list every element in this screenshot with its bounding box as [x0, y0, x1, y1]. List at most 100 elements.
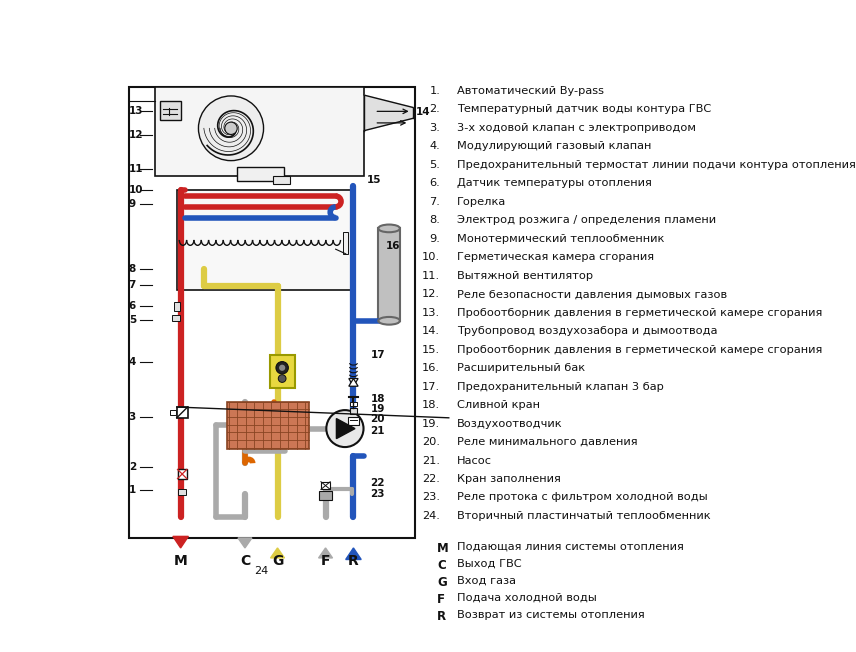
Bar: [348, 417, 359, 424]
Text: C: C: [437, 559, 446, 572]
Text: 18: 18: [371, 394, 385, 404]
Circle shape: [326, 410, 364, 447]
Text: 6.: 6.: [430, 179, 440, 188]
Text: Предохранительный термостат линии подачи контура отопления: Предохранительный термостат линии подачи…: [457, 160, 856, 170]
Bar: [178, 490, 186, 495]
Bar: [237, 167, 283, 181]
Text: 19: 19: [371, 404, 385, 414]
Bar: [349, 408, 357, 414]
Text: F: F: [321, 554, 330, 568]
Text: 17.: 17.: [422, 381, 440, 392]
Circle shape: [279, 364, 285, 371]
Text: 22: 22: [371, 479, 385, 488]
Text: Автоматический By-pass: Автоматический By-pass: [457, 86, 604, 96]
Text: 12.: 12.: [422, 289, 440, 299]
Text: Расширительный бак: Расширительный бак: [457, 363, 586, 373]
Text: Воздухоотводчик: Воздухоотводчик: [457, 419, 563, 428]
Bar: [270, 355, 294, 388]
Text: Реле протока с фильтром холодной воды: Реле протока с фильтром холодной воды: [457, 492, 708, 503]
Text: 16: 16: [386, 241, 401, 251]
Circle shape: [278, 375, 286, 382]
Text: Пробоотборник давления в герметической камере сгорания: Пробоотборник давления в герметической к…: [457, 345, 823, 355]
Text: 3-х ходовой клапан с электроприводом: 3-х ходовой клапан с электроприводом: [457, 123, 696, 133]
Text: 23: 23: [371, 489, 385, 499]
Text: 22.: 22.: [422, 474, 440, 484]
Circle shape: [199, 96, 264, 160]
Bar: [169, 410, 176, 415]
Text: M: M: [174, 554, 187, 568]
Text: 14.: 14.: [422, 326, 440, 336]
Bar: [172, 315, 180, 321]
Text: 10.: 10.: [422, 252, 440, 262]
Polygon shape: [336, 419, 355, 439]
Text: Герметическая камера сгорания: Герметическая камера сгорания: [457, 252, 655, 262]
Bar: [273, 176, 290, 184]
Text: 7: 7: [128, 280, 136, 289]
Text: R: R: [437, 610, 446, 623]
Bar: [227, 402, 308, 449]
Text: Вторичный пластинчатый теплообменник: Вторичный пластинчатый теплообменник: [457, 511, 711, 521]
Ellipse shape: [378, 224, 400, 232]
Text: Кран заполнения: Кран заполнения: [457, 474, 562, 484]
Text: Возврат из системы отопления: Возврат из системы отопления: [457, 610, 645, 619]
Text: 4: 4: [128, 357, 136, 366]
Text: 1: 1: [128, 485, 136, 495]
Bar: [349, 402, 357, 406]
Text: 13: 13: [128, 106, 143, 115]
Text: 14: 14: [415, 107, 430, 117]
FancyArrow shape: [318, 548, 332, 558]
Text: 24.: 24.: [422, 511, 440, 521]
Text: 12: 12: [128, 130, 143, 140]
Bar: [174, 301, 180, 311]
Text: Температурный датчик воды контура ГВС: Температурный датчик воды контура ГВС: [457, 104, 711, 114]
Bar: [128, 87, 415, 538]
FancyArrow shape: [346, 548, 361, 559]
Text: 19.: 19.: [422, 419, 440, 428]
Text: 20.: 20.: [422, 437, 440, 447]
Bar: [155, 87, 365, 176]
Text: 17: 17: [371, 350, 385, 361]
Text: 5: 5: [128, 315, 136, 325]
Text: 13.: 13.: [422, 308, 440, 318]
Text: Вытяжной вентилятор: Вытяжной вентилятор: [457, 271, 593, 281]
Bar: [319, 491, 332, 500]
Text: 21.: 21.: [422, 456, 440, 466]
Text: G: G: [272, 554, 283, 568]
Text: 1.: 1.: [430, 86, 440, 96]
Text: Подача холодной воды: Подача холодной воды: [457, 593, 597, 602]
Text: Модулирующий газовый клапан: Модулирующий газовый клапан: [457, 141, 651, 151]
Text: Трубопровод воздухозабора и дымоотвода: Трубопровод воздухозабора и дымоотвода: [457, 326, 718, 336]
Bar: [176, 407, 187, 418]
Circle shape: [276, 362, 288, 374]
Text: Реле безопасности давления дымовых газов: Реле безопасности давления дымовых газов: [457, 289, 728, 299]
Text: 11.: 11.: [422, 271, 440, 281]
Text: 5.: 5.: [430, 160, 440, 170]
Text: 20: 20: [371, 415, 385, 424]
Bar: [160, 101, 181, 120]
FancyArrow shape: [270, 548, 284, 558]
Text: 8: 8: [128, 264, 136, 274]
Polygon shape: [348, 379, 358, 386]
FancyArrow shape: [238, 538, 252, 548]
Text: 7.: 7.: [430, 197, 440, 207]
Text: Датчик температуры отопления: Датчик температуры отопления: [457, 179, 652, 188]
Text: Горелка: Горелка: [457, 197, 507, 207]
FancyArrow shape: [173, 537, 188, 548]
Ellipse shape: [378, 317, 400, 325]
Text: 21: 21: [371, 426, 385, 436]
Text: 6: 6: [128, 301, 136, 311]
Text: Электрод розжига / определения пламени: Электрод розжига / определения пламени: [457, 215, 716, 226]
Bar: [343, 232, 348, 254]
Text: 3.: 3.: [430, 123, 440, 133]
Bar: [177, 469, 187, 479]
Text: 2.: 2.: [430, 104, 440, 114]
Text: M: M: [437, 542, 449, 555]
Polygon shape: [348, 379, 358, 386]
Text: 16.: 16.: [422, 363, 440, 373]
Text: Пробоотборник давления в герметической камере сгорания: Пробоотборник давления в герметической к…: [457, 308, 823, 318]
Text: 24: 24: [254, 567, 268, 576]
Text: 4.: 4.: [430, 141, 440, 151]
Text: 8.: 8.: [430, 215, 440, 226]
Text: 9.: 9.: [430, 234, 440, 244]
Text: 18.: 18.: [422, 400, 440, 410]
